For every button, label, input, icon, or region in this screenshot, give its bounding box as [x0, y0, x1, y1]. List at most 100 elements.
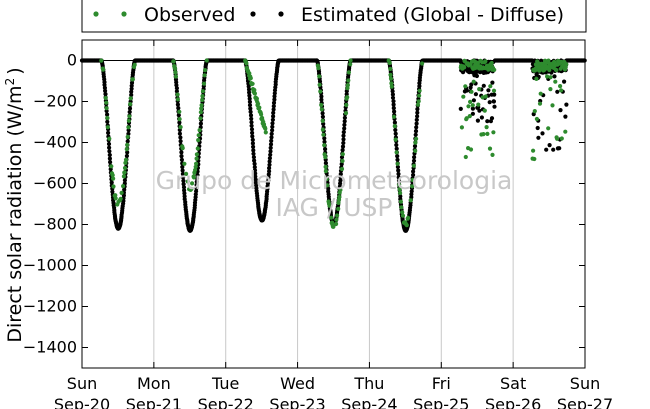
x-tick-day-label: Wed	[280, 374, 315, 393]
data-point	[344, 102, 349, 108]
data-point	[198, 116, 203, 121]
data-point	[181, 175, 186, 180]
data-point	[341, 140, 346, 146]
data-point	[194, 161, 199, 166]
data-point	[485, 131, 490, 136]
data-point	[122, 187, 127, 192]
data-point	[534, 76, 539, 81]
data-point	[252, 165, 257, 170]
x-tick-date-label: Sep-24	[341, 395, 397, 409]
y-tick-label: 0	[67, 51, 77, 70]
data-point	[345, 83, 350, 88]
data-point	[103, 92, 108, 97]
data-point	[128, 96, 133, 101]
data-point	[182, 161, 187, 166]
data-point	[413, 132, 418, 137]
y-tick-label: −1000	[23, 256, 77, 275]
data-point	[127, 109, 132, 115]
data-point	[194, 189, 199, 194]
data-point	[195, 146, 200, 151]
data-point	[415, 114, 420, 119]
data-point	[411, 163, 416, 168]
data-point	[492, 67, 497, 72]
data-point	[391, 99, 396, 104]
data-point	[555, 136, 560, 141]
data-point	[249, 123, 254, 128]
data-point	[563, 114, 568, 119]
data-point	[125, 150, 130, 155]
data-point	[537, 101, 543, 106]
data-point	[195, 172, 200, 178]
data-point	[492, 104, 497, 109]
data-point	[395, 164, 400, 170]
data-point	[125, 139, 130, 144]
data-point	[319, 97, 324, 102]
data-point	[547, 143, 552, 148]
data-point	[317, 74, 322, 79]
data-point	[544, 147, 549, 152]
data-point	[462, 65, 467, 70]
x-tick-date-label: Sep-21	[126, 395, 182, 409]
data-point	[327, 203, 332, 208]
data-point	[130, 77, 135, 82]
data-point	[249, 120, 254, 125]
data-point	[470, 111, 475, 116]
data-point	[463, 154, 468, 160]
data-point	[417, 88, 422, 93]
plot-area-frame	[81, 39, 586, 369]
data-point	[547, 67, 552, 73]
data-point	[481, 132, 486, 137]
data-point	[269, 131, 274, 136]
legend-observed-label: Observed	[144, 4, 235, 26]
data-point	[489, 116, 495, 121]
data-point	[473, 92, 478, 97]
legend: Observed Estimated (Global - Diffuse)	[81, 0, 587, 33]
data-point	[323, 147, 328, 152]
data-point	[490, 152, 495, 157]
data-point	[337, 194, 342, 200]
data-point	[321, 132, 326, 137]
data-point	[343, 111, 349, 116]
data-point	[464, 116, 469, 121]
data-point	[267, 156, 272, 161]
data-point	[109, 180, 114, 185]
y-axis-label: Direct solar radiation (W/m2)	[3, 67, 26, 342]
data-point	[181, 185, 187, 190]
data-point	[175, 92, 180, 97]
data-point	[348, 62, 353, 67]
data-point	[199, 103, 204, 108]
data-point	[194, 152, 199, 157]
data-point	[469, 89, 474, 94]
data-point	[194, 182, 199, 188]
data-point	[564, 62, 569, 67]
data-point	[337, 184, 342, 189]
data-point	[181, 178, 186, 183]
data-point	[410, 184, 415, 189]
data-point	[550, 103, 555, 108]
data-point	[346, 70, 351, 75]
data-point	[105, 119, 110, 124]
data-point	[271, 100, 277, 105]
data-point	[270, 117, 275, 122]
data-point	[177, 117, 182, 122]
data-point	[249, 116, 254, 121]
data-point	[491, 88, 497, 93]
x-tick-date-label: Sep-26	[485, 395, 541, 409]
data-point	[400, 210, 405, 215]
data-point	[491, 99, 496, 104]
y-axis-label-close: )	[4, 67, 26, 74]
data-point	[271, 107, 276, 112]
data-point	[336, 200, 341, 205]
data-point	[128, 102, 133, 107]
data-point	[563, 129, 568, 134]
data-point	[468, 147, 474, 152]
data-point	[412, 155, 417, 160]
data-point	[179, 157, 184, 162]
data-point	[129, 86, 134, 91]
data-point	[251, 155, 256, 160]
data-point	[392, 109, 397, 114]
y-tick-label: −1400	[23, 338, 77, 357]
data-point	[106, 141, 112, 147]
data-point	[388, 76, 394, 81]
data-point	[482, 108, 487, 113]
